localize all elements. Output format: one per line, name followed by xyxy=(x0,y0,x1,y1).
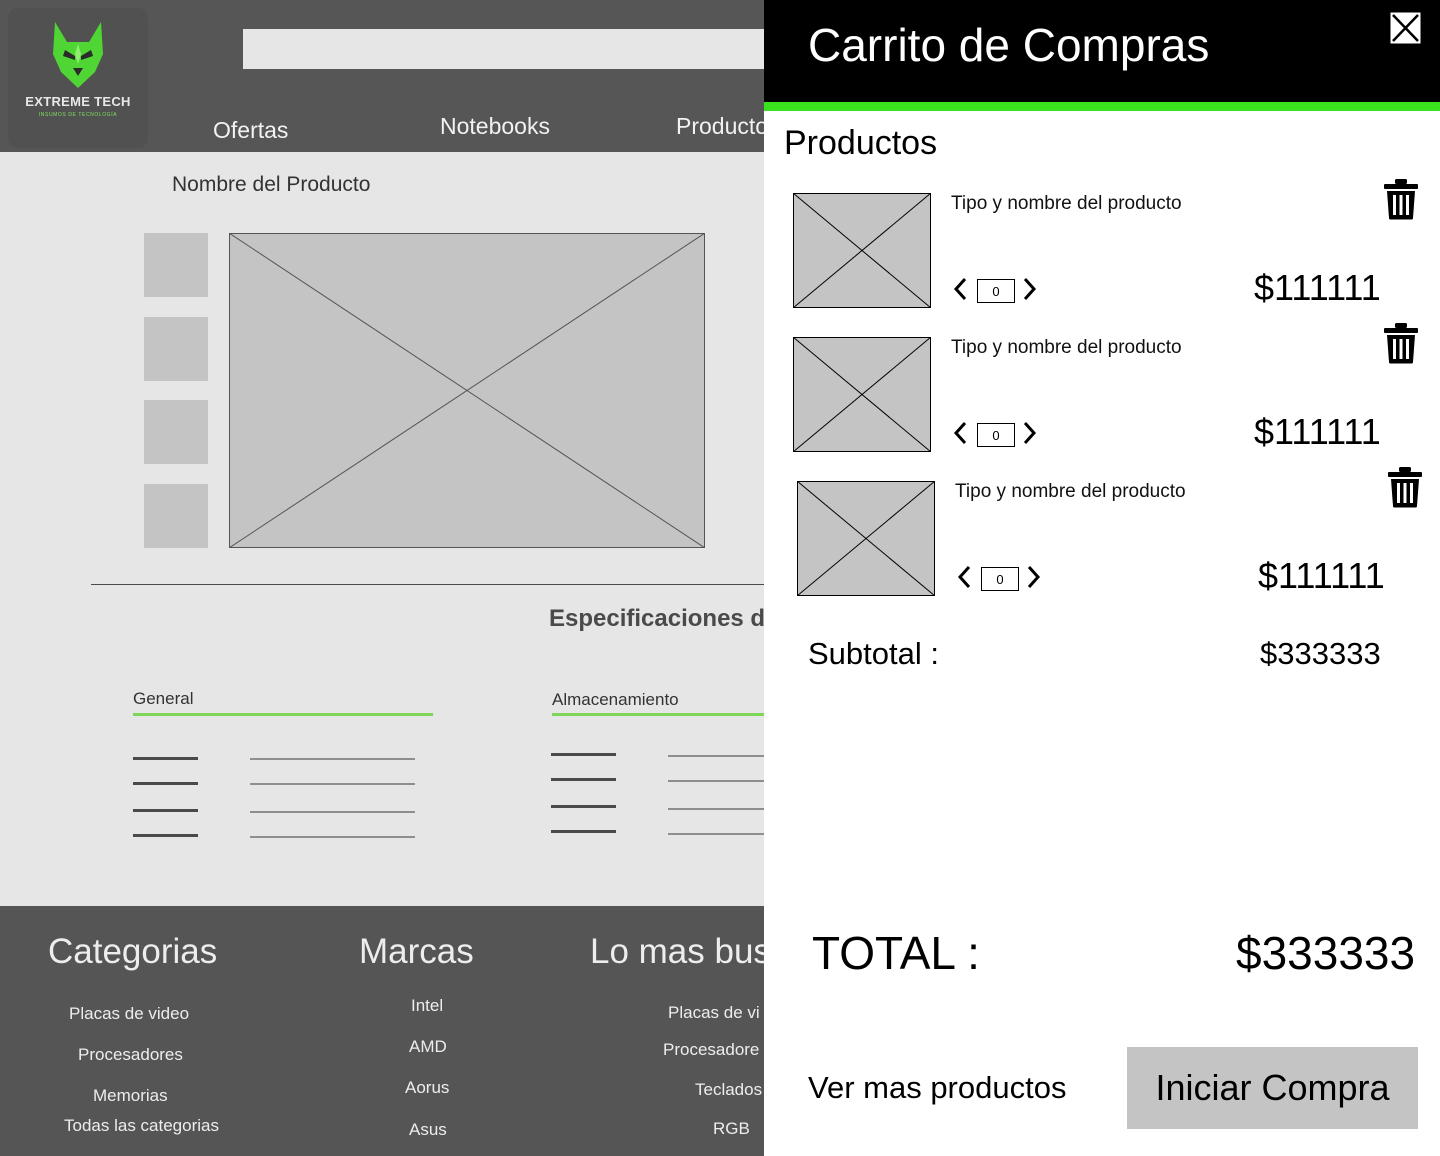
cart-item: Tipo y nombre del producto $111111 xyxy=(764,323,1440,477)
trash-icon[interactable] xyxy=(1386,466,1424,508)
nav-item-notebooks[interactable]: Notebooks xyxy=(440,113,550,139)
spec-label-placeholder xyxy=(551,753,616,756)
cart-item-name: Tipo y nombre del producto xyxy=(955,481,1186,502)
footer-link[interactable]: Placas de vi xyxy=(668,1003,760,1022)
cart-header: Carrito de Compras xyxy=(764,0,1440,102)
subtotal-value: $333333 xyxy=(1260,636,1381,671)
cart-title: Carrito de Compras xyxy=(808,19,1210,71)
wolf-logo-icon xyxy=(53,22,103,88)
spec-label-placeholder xyxy=(133,757,198,760)
spec-value-placeholder xyxy=(668,833,833,835)
chevron-right-icon[interactable] xyxy=(1019,419,1039,447)
spec-value-placeholder xyxy=(250,758,415,760)
spec-tab-underline xyxy=(133,713,433,716)
search-input[interactable] xyxy=(243,29,803,69)
spec-label-placeholder xyxy=(551,830,616,833)
footer-link[interactable]: Teclados xyxy=(695,1080,763,1099)
quantity-input[interactable] xyxy=(977,279,1015,303)
spec-value-placeholder xyxy=(668,780,833,782)
cart-item-price: $111111 xyxy=(1258,555,1385,596)
trash-icon[interactable] xyxy=(1382,322,1420,364)
spec-label-placeholder xyxy=(133,809,198,812)
product-thumbnail[interactable] xyxy=(144,233,208,297)
spec-tab-almacenamiento[interactable]: Almacenamiento xyxy=(552,690,679,709)
close-icon[interactable] xyxy=(1390,12,1421,44)
footer-link[interactable]: Memorias xyxy=(93,1086,168,1105)
footer-heading-marcas: Marcas xyxy=(359,932,474,971)
product-thumbnail[interactable] xyxy=(144,400,208,464)
chevron-left-icon[interactable] xyxy=(955,563,975,591)
cart-item-image xyxy=(793,193,931,308)
spec-value-placeholder xyxy=(668,755,833,757)
cart-item-price: $111111 xyxy=(1254,411,1381,452)
spec-label-placeholder xyxy=(133,782,198,785)
spec-tab-general[interactable]: General xyxy=(133,689,194,708)
cart-accent-bar xyxy=(764,102,1440,111)
cart-item: Tipo y nombre del producto $111111 xyxy=(764,179,1440,333)
cart-item-price: $111111 xyxy=(1254,267,1381,308)
specs-title: Especificaciones de xyxy=(549,605,779,632)
subtotal-label: Subtotal : xyxy=(808,636,939,671)
nav-item-ofertas[interactable]: Ofertas xyxy=(213,117,289,143)
section-divider xyxy=(91,584,791,585)
footer-link[interactable]: RGB xyxy=(713,1119,750,1138)
chevron-right-icon[interactable] xyxy=(1023,563,1043,591)
footer-link[interactable]: Placas de video xyxy=(69,1004,190,1023)
chevron-left-icon[interactable] xyxy=(951,275,971,303)
spec-value-placeholder xyxy=(668,808,833,810)
cart-item-name: Tipo y nombre del producto xyxy=(951,193,1182,214)
trash-icon[interactable] xyxy=(1382,178,1420,220)
footer-link[interactable]: Aorus xyxy=(405,1078,450,1097)
footer-heading-lo-mas-buscado: Lo mas bus xyxy=(590,932,771,971)
spec-label-placeholder xyxy=(551,805,616,808)
footer-heading-categorias: Categorias xyxy=(48,932,218,971)
total-value: $333333 xyxy=(1236,927,1416,979)
footer-link[interactable]: Todas las categorias xyxy=(64,1116,219,1135)
more-products-link[interactable]: Ver mas productos xyxy=(808,1070,1067,1105)
spec-value-placeholder xyxy=(250,783,415,785)
nav-item-productos[interactable]: Producto xyxy=(676,113,769,139)
cart-item: Tipo y nombre del producto $111111 xyxy=(768,467,1440,621)
footer-link[interactable]: Intel xyxy=(411,996,444,1015)
product-main-image xyxy=(229,233,705,548)
spec-label-placeholder xyxy=(133,834,198,837)
chevron-right-icon[interactable] xyxy=(1019,275,1039,303)
spec-label-placeholder xyxy=(551,778,616,781)
spec-value-placeholder xyxy=(250,836,415,838)
footer-link[interactable]: Procesadore xyxy=(663,1040,760,1059)
product-title: Nombre del Producto xyxy=(172,173,371,196)
cart-drawer: Carrito de Compras Productos Tipo y nomb… xyxy=(764,0,1440,1156)
quantity-input[interactable] xyxy=(981,567,1019,591)
spec-tab-underline xyxy=(552,713,792,716)
cart-item-image xyxy=(797,481,935,596)
logo-text: EXTREME TECH xyxy=(25,94,131,109)
spec-value-placeholder xyxy=(250,811,415,813)
checkout-button[interactable]: Iniciar Compra xyxy=(1127,1047,1418,1129)
footer-link[interactable]: Procesadores xyxy=(78,1045,183,1064)
product-thumbnail[interactable] xyxy=(144,317,208,381)
brand-logo[interactable]: EXTREME TECH INSUMOS DE TECNOLOGÍA xyxy=(8,8,148,148)
chevron-left-icon[interactable] xyxy=(951,419,971,447)
footer-link[interactable]: Asus xyxy=(409,1120,447,1139)
logo-subtext: INSUMOS DE TECNOLOGÍA xyxy=(38,112,118,118)
product-thumbnail[interactable] xyxy=(144,484,208,548)
cart-section-label: Productos xyxy=(784,124,938,162)
cart-item-image xyxy=(793,337,931,452)
cart-item-name: Tipo y nombre del producto xyxy=(951,337,1182,358)
total-label: TOTAL : xyxy=(812,927,980,979)
footer-link[interactable]: AMD xyxy=(409,1037,447,1056)
quantity-input[interactable] xyxy=(977,423,1015,447)
